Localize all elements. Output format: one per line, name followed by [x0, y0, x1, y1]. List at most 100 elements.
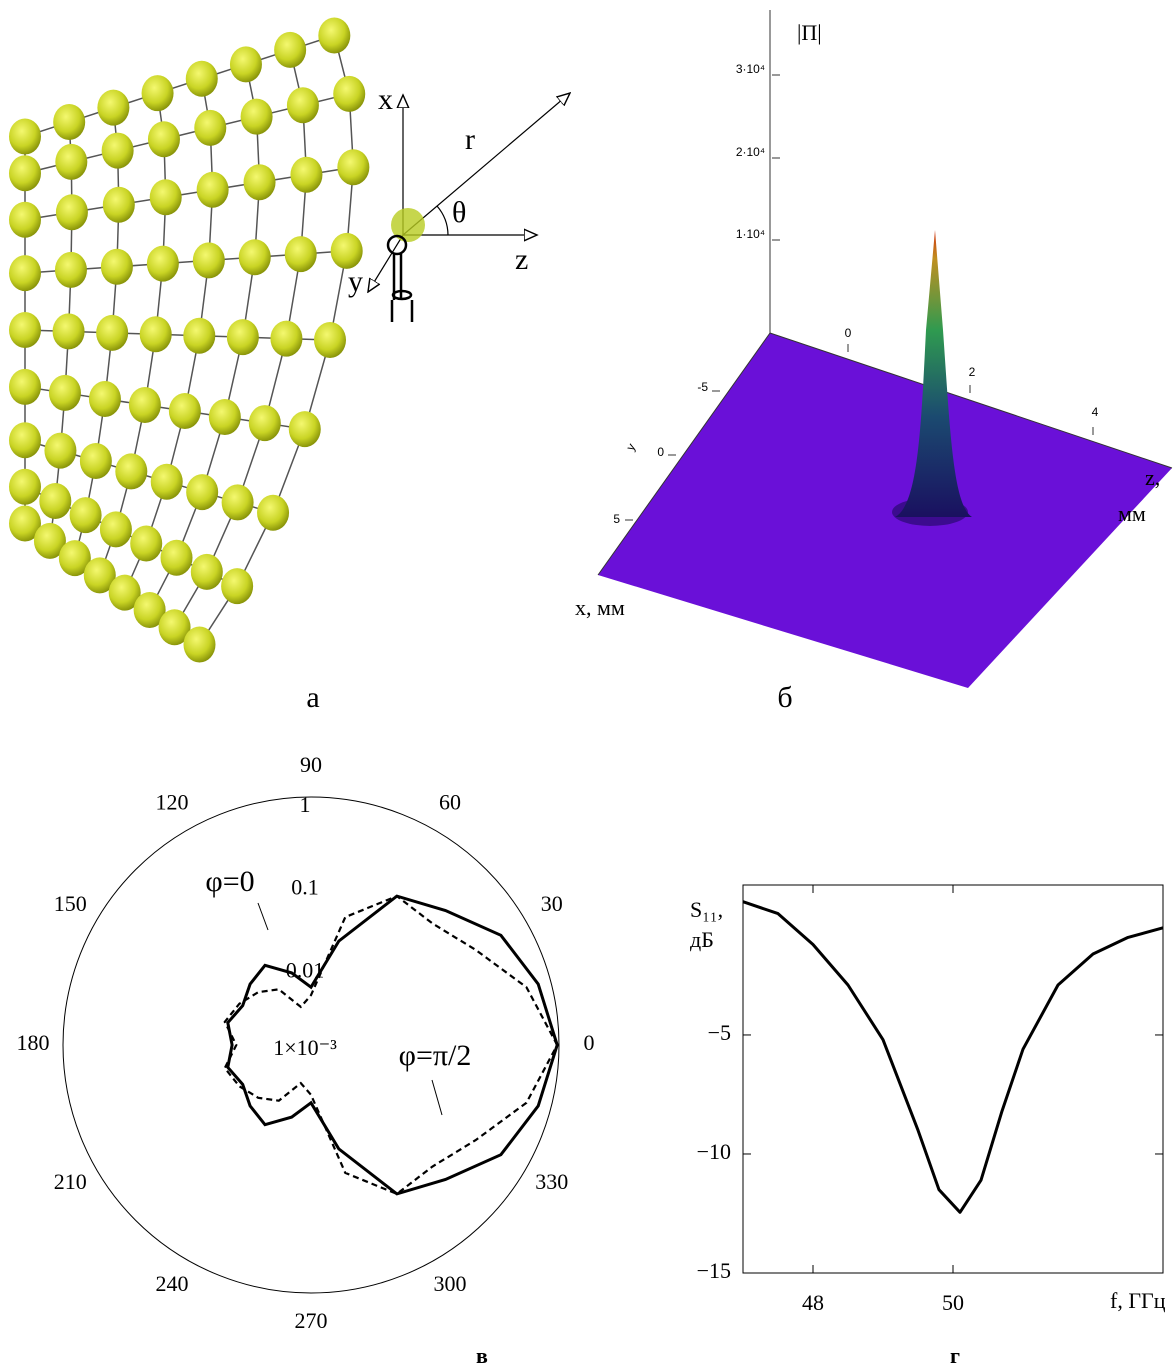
- array-element: [286, 87, 319, 124]
- array-element: [194, 109, 227, 146]
- array-element: [83, 557, 116, 594]
- annotation-pointer: [257, 902, 269, 931]
- tick-label: -5: [697, 380, 708, 394]
- annotation-pointer: [431, 1079, 443, 1116]
- panel-label: в: [476, 1343, 488, 1368]
- angle-tick-label: 210: [54, 1169, 87, 1194]
- axis-label: x: [378, 83, 393, 116]
- axis-label: y: [623, 441, 638, 453]
- array-element: [192, 242, 225, 279]
- angle-tick-label: 240: [156, 1271, 189, 1296]
- array-element: [318, 17, 351, 54]
- array-element: [238, 239, 271, 276]
- axis-line: [769, 332, 1173, 469]
- array-element: [149, 179, 182, 216]
- tick-label: 1·10⁴: [736, 227, 765, 241]
- array-element: [52, 313, 85, 350]
- y-tick-label: −5: [708, 1020, 731, 1045]
- array-element: [141, 75, 174, 112]
- array-element: [150, 463, 183, 500]
- array-element: [133, 591, 166, 628]
- array-element: [99, 511, 132, 548]
- array-element: [101, 132, 134, 169]
- tick-label: 0: [657, 445, 664, 459]
- angle-tick-label: 300: [434, 1271, 467, 1296]
- array-element: [185, 60, 218, 97]
- angle-tick-label: 30: [541, 891, 563, 916]
- angle-tick-label: 0: [584, 1030, 595, 1055]
- surface-plane: [598, 333, 1172, 688]
- angle-tick-label: 330: [535, 1169, 568, 1194]
- tick-label: 2·10⁴: [736, 145, 765, 159]
- tick-marks: [625, 74, 1094, 521]
- radial-tick-label: 1×10⁻³: [273, 1035, 337, 1060]
- y-tick-label: −15: [697, 1258, 731, 1283]
- axis-label: мм: [1118, 501, 1146, 526]
- x-axis-label: f, ГГц: [1110, 1288, 1166, 1313]
- array-element: [196, 171, 229, 208]
- array-element: [44, 432, 77, 469]
- angle-tick-label: 150: [54, 891, 87, 916]
- array-element: [55, 143, 88, 180]
- polar-frame: [62, 796, 560, 1294]
- panel-label: б: [777, 681, 792, 714]
- array-element: [88, 380, 121, 417]
- array-element: [290, 156, 323, 193]
- array-element: [274, 31, 307, 68]
- array-element: [9, 505, 41, 542]
- axis-label: r: [465, 123, 475, 156]
- array-element: [248, 405, 281, 442]
- series-annotation: φ=0: [205, 865, 254, 898]
- array-element: [55, 194, 88, 231]
- angle-tick-label: 180: [17, 1030, 50, 1055]
- array-element: [288, 411, 321, 448]
- array-element: [208, 399, 241, 436]
- array-element: [337, 149, 370, 186]
- antenna-array-panel: [9, 17, 370, 663]
- angle-tick-label: 60: [439, 789, 461, 814]
- array-element: [333, 75, 366, 112]
- axis-line: [597, 332, 771, 576]
- array-element: [9, 118, 41, 155]
- array-element: [183, 626, 216, 663]
- array-element: [330, 232, 363, 269]
- panel-label: а: [306, 681, 319, 714]
- array-element: [9, 468, 41, 505]
- array-element: [257, 494, 290, 531]
- tick-label: 5: [613, 512, 620, 526]
- series-annotation: φ=π/2: [399, 1039, 472, 1072]
- axis-label: y: [348, 265, 363, 298]
- angle-tick-label: 90: [300, 752, 322, 777]
- pattern-curve: [223, 894, 559, 1196]
- array-element: [229, 46, 262, 83]
- radial-tick-label: 1: [300, 792, 311, 817]
- array-element: [9, 201, 41, 238]
- array-element: [190, 553, 223, 590]
- array-element: [314, 322, 346, 358]
- array-element: [240, 98, 273, 135]
- array-element: [183, 317, 216, 354]
- array-element: [158, 609, 191, 646]
- tick-label: 3·10⁴: [736, 62, 765, 76]
- array-element: [128, 386, 161, 423]
- array-element: [270, 320, 303, 357]
- array-element: [102, 186, 135, 223]
- tick-label: 0: [845, 326, 852, 340]
- axis-label: z: [515, 243, 528, 276]
- array-element: [221, 484, 254, 521]
- y-axis-label: дБ: [690, 927, 714, 952]
- array-element: [108, 574, 141, 611]
- array-element: [221, 568, 254, 605]
- array-element: [97, 89, 130, 126]
- array-element: [160, 539, 193, 576]
- array-element: [54, 251, 87, 288]
- array-element: [226, 319, 259, 356]
- array-element: [100, 248, 133, 285]
- axis-label: x, мм: [575, 595, 625, 620]
- array-element: [9, 422, 41, 459]
- array-element: [243, 164, 276, 201]
- array-element: [115, 453, 148, 490]
- array-element: [284, 236, 317, 273]
- array-element: [39, 482, 72, 519]
- array-element: [9, 312, 41, 348]
